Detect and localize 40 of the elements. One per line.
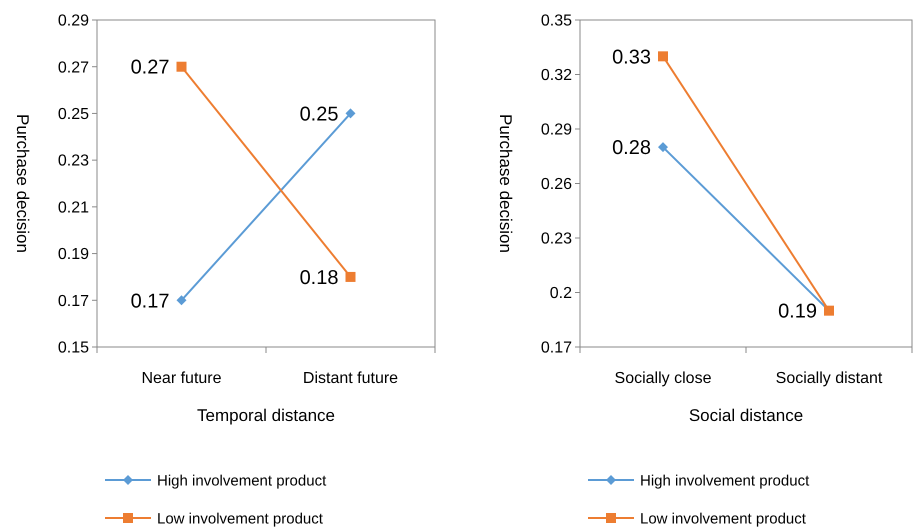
y-tick-label: 0.17	[58, 292, 90, 310]
data-label: 0.28	[612, 137, 651, 160]
y-tick-label: 0.17	[540, 340, 572, 357]
point	[346, 272, 356, 282]
point	[658, 51, 668, 62]
y-tick-label: 0.25	[58, 106, 90, 124]
x-tick-label: Distant future	[302, 370, 398, 387]
point	[658, 142, 668, 152]
y-tick-label: 0.23	[58, 152, 90, 170]
y-tick-label: 0.35	[540, 12, 572, 30]
y-tick-label: 0.23	[540, 230, 572, 248]
data-label: 0.19	[778, 300, 817, 323]
y-tick-label: 0.19	[58, 246, 90, 264]
y-tick-label: 0.32	[540, 67, 572, 84]
legend-label: Low involvement product	[157, 510, 324, 528]
x-tick-label: Socially distant	[776, 370, 883, 387]
legend-label: Low involvement product	[640, 510, 807, 528]
y-tick-label: 0.15	[58, 340, 90, 357]
point	[176, 62, 186, 72]
data-label: 0.25	[300, 103, 338, 126]
y-tick-label: 0.21	[58, 199, 90, 216]
y-axis-title: Purchase decision	[496, 114, 515, 253]
point	[346, 108, 356, 118]
y-tick-label: 0.29	[540, 122, 572, 139]
y-tick-label: 0.2	[550, 285, 572, 302]
x-axis-title: Social distance	[688, 406, 804, 425]
x-axis-title: Temporal distance	[197, 406, 335, 425]
y-tick-label: 0.27	[58, 59, 90, 76]
legend-label: High involvement product	[640, 472, 810, 490]
y-tick-label: 0.29	[58, 12, 90, 30]
point	[176, 295, 186, 306]
data-label: 0.18	[300, 266, 338, 289]
y-axis-title: Purchase decision	[13, 114, 32, 253]
x-tick-label: Near future	[141, 370, 222, 387]
data-label: 0.33	[612, 46, 651, 68]
data-label: 0.27	[130, 56, 170, 79]
y-tick-label: 0.26	[540, 176, 572, 194]
x-tick-label: Socially close	[614, 370, 712, 387]
legend-label: High involvement product	[157, 472, 328, 490]
data-label: 0.17	[130, 290, 170, 312]
